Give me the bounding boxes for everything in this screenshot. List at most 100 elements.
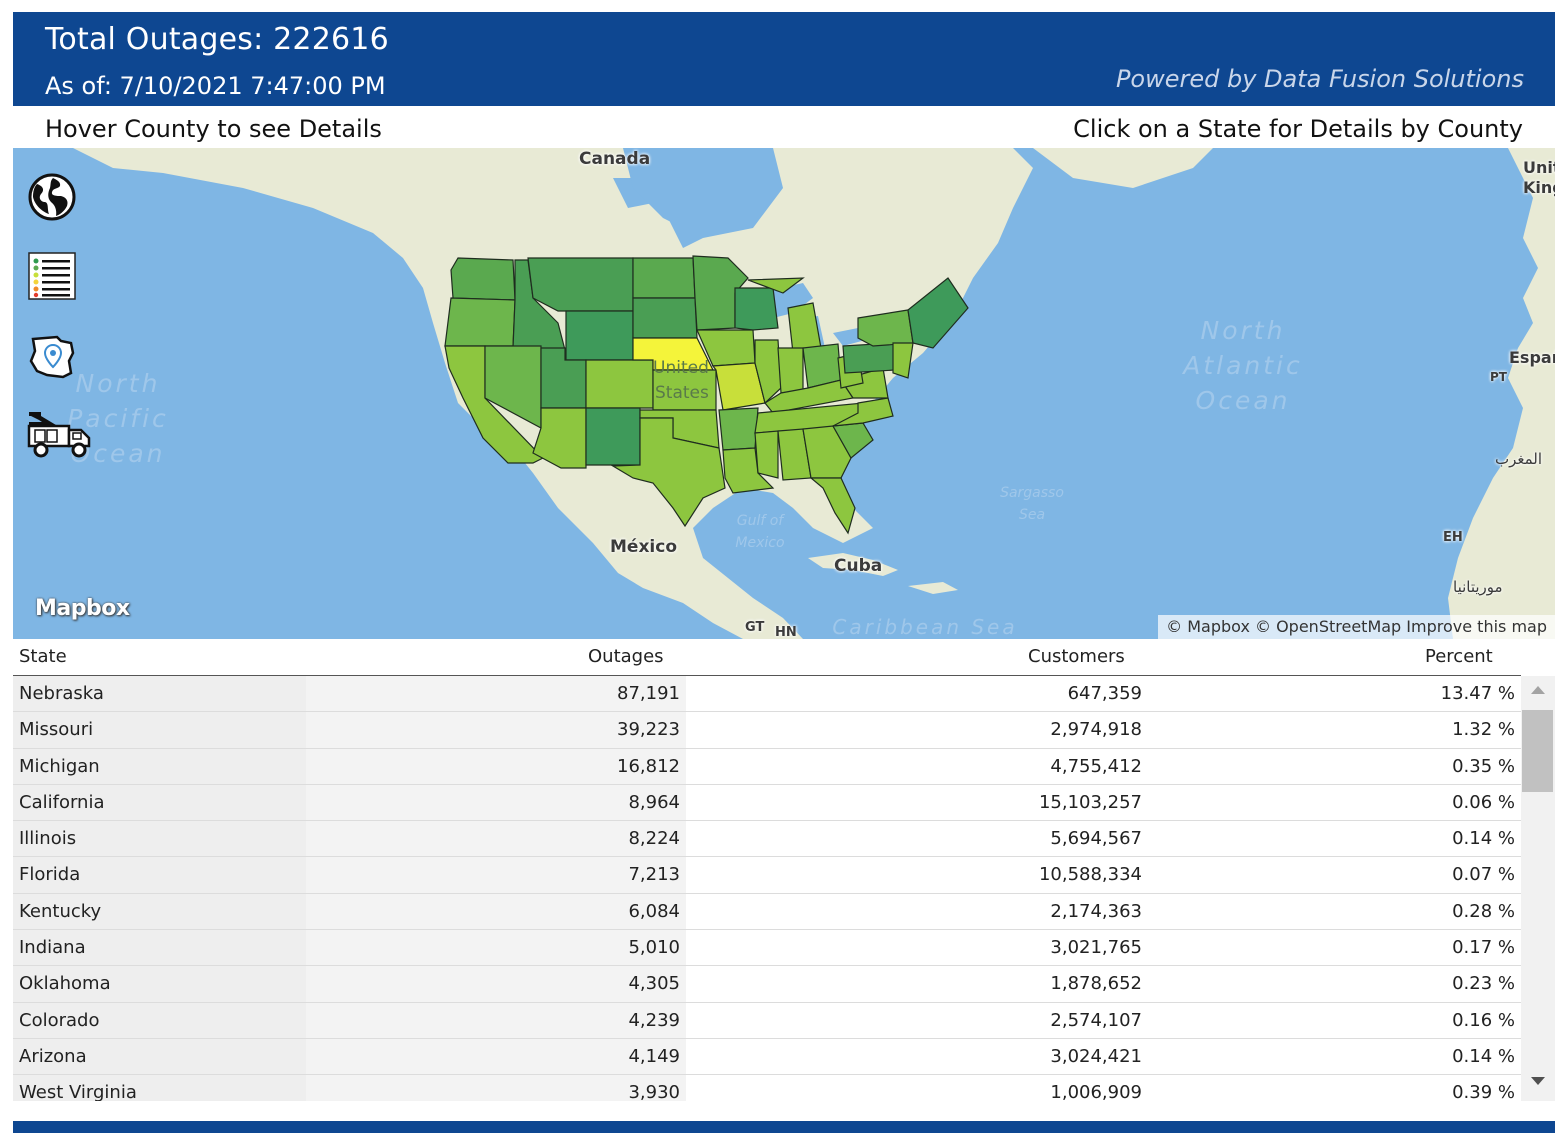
state-texas bbox=[610, 417, 726, 528]
table-row[interactable]: Colorado 4,239 2,574,107 0.16 % bbox=[13, 1002, 1521, 1039]
state-wyoming bbox=[565, 310, 634, 361]
cell-state: Illinois bbox=[19, 828, 77, 850]
column-header-state[interactable]: State bbox=[19, 646, 67, 667]
row-shade bbox=[13, 1002, 306, 1038]
table-row[interactable]: Oklahoma 4,305 1,878,652 0.23 % bbox=[13, 966, 1521, 1003]
cell-percent: 0.28 % bbox=[1452, 900, 1515, 922]
eh-label: EH bbox=[1443, 530, 1463, 545]
mapbox-logo[interactable]: Mapbox bbox=[35, 596, 130, 621]
row-shade bbox=[13, 1038, 306, 1075]
table-scrollbar[interactable] bbox=[1521, 676, 1555, 1101]
cell-state: Colorado bbox=[19, 1009, 100, 1031]
cell-outages: 4,305 bbox=[628, 973, 680, 995]
map-basemap bbox=[73, 148, 1555, 639]
footer-bar bbox=[13, 1121, 1555, 1133]
table-row[interactable]: Indiana 5,010 3,021,765 0.17 % bbox=[13, 930, 1521, 967]
column-header-percent[interactable]: Percent bbox=[1425, 646, 1493, 667]
cell-customers: 2,174,363 bbox=[1050, 900, 1142, 922]
table-row[interactable]: Nebraska 87,191 647,359 13.47 % bbox=[13, 676, 1521, 713]
row-shade bbox=[13, 893, 306, 930]
row-shade bbox=[13, 857, 306, 893]
outage-map[interactable]: Canada United States México Cuba Gulf of… bbox=[13, 148, 1555, 639]
table-row[interactable]: Arizona 4,149 3,024,421 0.14 % bbox=[13, 1038, 1521, 1076]
state-location-icon bbox=[29, 335, 75, 379]
table-row[interactable]: West Virginia 3,930 1,006,909 0.39 % bbox=[13, 1075, 1521, 1101]
cell-percent: 0.17 % bbox=[1452, 937, 1515, 959]
cell-percent: 13.47 % bbox=[1440, 683, 1515, 704]
cell-customers: 3,021,765 bbox=[1050, 937, 1142, 959]
gulf-label: Gulf of Mexico bbox=[735, 513, 785, 551]
column-header-customers[interactable]: Customers bbox=[1028, 646, 1125, 667]
row-shade bbox=[13, 748, 306, 784]
cell-customers: 3,024,421 bbox=[1050, 1045, 1142, 1067]
table-row[interactable]: Missouri 39,223 2,974,918 1.32 % bbox=[13, 712, 1521, 749]
row-shade bbox=[13, 966, 306, 1002]
pt-label: PT bbox=[1490, 370, 1507, 384]
cell-outages: 4,239 bbox=[628, 1009, 680, 1031]
crew-truck-button[interactable] bbox=[27, 408, 93, 460]
utility-truck-icon bbox=[27, 412, 91, 458]
sargasso-label: Sargasso Sea bbox=[1000, 485, 1064, 523]
cell-outages: 4,149 bbox=[628, 1045, 680, 1067]
row-shade bbox=[13, 784, 306, 821]
click-instruction: Click on a State for Details by County bbox=[1073, 115, 1523, 143]
row-shade bbox=[306, 893, 686, 930]
state-mid-atlantic bbox=[892, 342, 914, 379]
legend-button[interactable] bbox=[27, 251, 79, 303]
mauritania-label: موريتانيا bbox=[1453, 578, 1503, 596]
state-florida bbox=[809, 477, 856, 535]
scroll-down-arrow-icon[interactable] bbox=[1531, 1077, 1545, 1085]
row-shade bbox=[13, 676, 306, 712]
table-row[interactable]: Illinois 8,224 5,694,567 0.14 % bbox=[13, 821, 1521, 858]
hn-label: HN bbox=[775, 625, 797, 639]
scroll-thumb[interactable] bbox=[1522, 710, 1553, 792]
caribbean-label: Caribbean Sea bbox=[832, 615, 1018, 639]
cell-state: Michigan bbox=[19, 755, 100, 777]
cell-outages: 5,010 bbox=[628, 937, 680, 959]
map-attribution[interactable]: © Mapbox © OpenStreetMap Improve this ma… bbox=[1158, 615, 1555, 639]
scroll-up-arrow-icon[interactable] bbox=[1531, 686, 1545, 694]
cuba-label: Cuba bbox=[834, 556, 883, 576]
column-header-outages[interactable]: Outages bbox=[588, 646, 664, 667]
header-bar: Total Outages: 222616 As of: 7/10/2021 7… bbox=[13, 12, 1555, 106]
united-label: United bbox=[653, 358, 709, 378]
cell-percent: 0.07 % bbox=[1452, 864, 1515, 886]
hudson-bay bbox=[623, 148, 783, 238]
total-outages-title: Total Outages: 222616 bbox=[45, 22, 389, 57]
state-illinois bbox=[754, 339, 782, 405]
cell-customers: 1,006,909 bbox=[1050, 1082, 1142, 1101]
cell-percent: 1.32 % bbox=[1452, 719, 1515, 741]
state-new-mexico bbox=[585, 407, 641, 466]
cell-state: Missouri bbox=[19, 719, 94, 741]
cell-outages: 8,224 bbox=[628, 828, 680, 850]
row-shade bbox=[306, 966, 686, 1002]
cell-customers: 1,878,652 bbox=[1050, 973, 1142, 995]
table-row[interactable]: California 8,964 15,103,257 0.06 % bbox=[13, 784, 1521, 822]
cell-outages: 39,223 bbox=[617, 719, 680, 741]
row-shade bbox=[13, 712, 306, 748]
state-oregon bbox=[444, 297, 516, 347]
state-view-button[interactable] bbox=[27, 331, 79, 383]
table-row[interactable]: Florida 7,213 10,588,334 0.07 % bbox=[13, 857, 1521, 894]
state-washington bbox=[450, 257, 516, 301]
mexico-label: México bbox=[610, 537, 677, 557]
cell-state: Arizona bbox=[19, 1045, 87, 1067]
uk-label: United Kingdom bbox=[1523, 158, 1555, 197]
world-view-button[interactable] bbox=[27, 172, 79, 224]
cell-customers: 4,755,412 bbox=[1050, 755, 1142, 777]
espana-label: España bbox=[1509, 348, 1555, 367]
cell-customers: 5,694,567 bbox=[1050, 828, 1142, 850]
state-louisiana bbox=[722, 447, 775, 494]
state-georgia bbox=[802, 425, 852, 479]
state-new-england bbox=[907, 277, 969, 349]
hispaniola-land bbox=[908, 582, 958, 594]
morocco-label: المغرب bbox=[1495, 450, 1543, 468]
as-of-timestamp: As of: 7/10/2021 7:47:00 PM bbox=[45, 72, 386, 100]
table-row[interactable]: Kentucky 6,084 2,174,363 0.28 % bbox=[13, 893, 1521, 931]
table-row[interactable]: Michigan 16,812 4,755,412 0.35 % bbox=[13, 748, 1521, 785]
row-shade bbox=[306, 857, 686, 893]
cell-customers: 10,588,334 bbox=[1038, 864, 1142, 886]
north-atlantic-label: North Atlantic Ocean bbox=[1183, 316, 1303, 415]
cell-state: California bbox=[19, 791, 105, 813]
cell-outages: 7,213 bbox=[628, 864, 680, 886]
